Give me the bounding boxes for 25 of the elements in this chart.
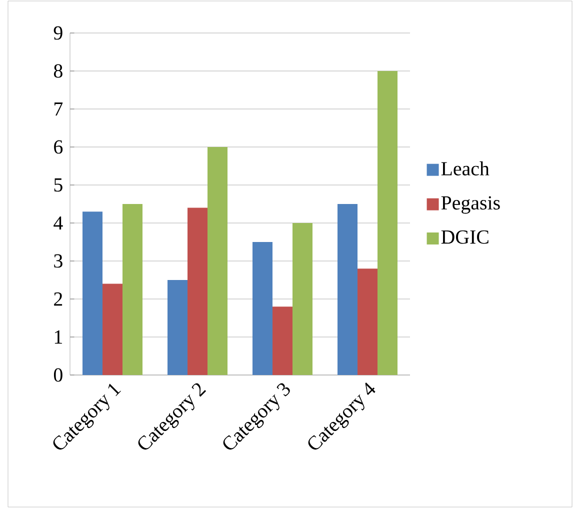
bar — [272, 306, 293, 375]
y-tick-label: 5 — [54, 178, 62, 192]
bar — [82, 212, 102, 375]
y-tick-label: 6 — [54, 140, 63, 154]
bar — [252, 242, 272, 375]
legend-label: Leach — [441, 161, 490, 176]
y-tick-label: 7 — [54, 102, 63, 116]
y-tick-label: 8 — [54, 64, 62, 78]
bar — [168, 280, 188, 375]
bar — [292, 223, 313, 375]
y-tick-label: 3 — [54, 254, 62, 268]
y-tick-label: 1 — [54, 330, 62, 344]
bar — [378, 70, 398, 375]
legend-label: DGIC — [441, 230, 488, 244]
legend-label: Pegasis — [441, 196, 500, 214]
y-tick-label: 2 — [54, 292, 62, 306]
bar — [338, 204, 358, 375]
bar — [122, 204, 142, 375]
y-tick-label: 4 — [54, 216, 63, 230]
bar — [358, 268, 378, 375]
bar — [208, 146, 228, 375]
y-tick-label: 0 — [54, 368, 62, 382]
bar — [102, 284, 122, 375]
y-tick-label: 9 — [54, 26, 62, 40]
bar — [188, 208, 208, 375]
